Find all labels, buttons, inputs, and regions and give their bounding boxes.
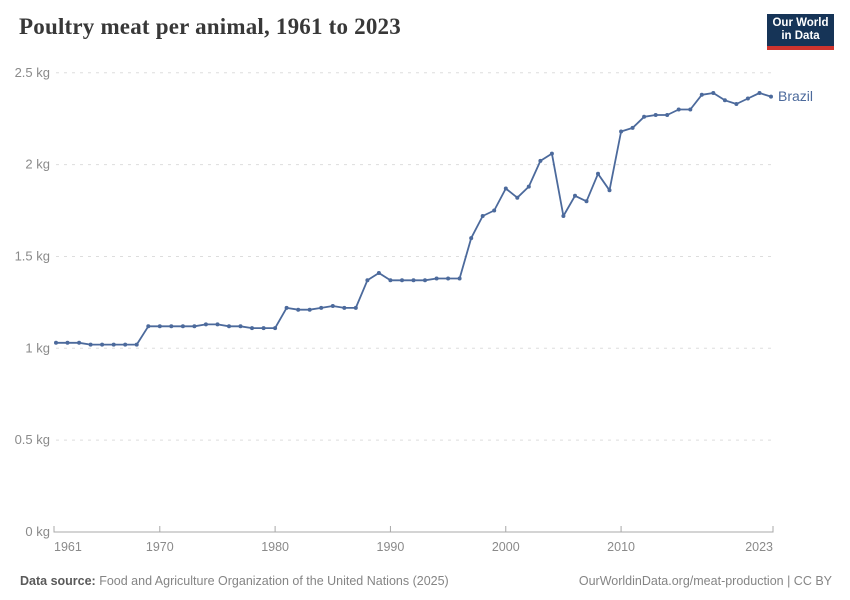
owid-logo-line2: in Data <box>781 30 820 42</box>
y-tick-label: 0 kg <box>25 524 50 539</box>
data-point <box>146 324 151 329</box>
data-point <box>734 102 739 106</box>
data-point <box>342 305 347 310</box>
credit-link[interactable]: OurWorldinData.org/meat-production | CC … <box>578 574 832 588</box>
data-point <box>65 340 70 345</box>
y-tick-label: 2.5 kg <box>15 65 50 80</box>
x-tick-label: 1970 <box>146 540 174 554</box>
y-tick-label: 0.5 kg <box>15 432 50 447</box>
data-point <box>665 113 670 117</box>
data-point <box>688 107 693 112</box>
data-source-label: Data source: <box>20 574 96 588</box>
data-point <box>480 214 485 218</box>
series-label: Brazil <box>778 88 813 104</box>
data-point <box>549 151 554 156</box>
data-point <box>134 342 139 347</box>
data-point <box>353 305 358 310</box>
y-tick-label: 1 kg <box>25 340 50 355</box>
data-point <box>400 278 404 283</box>
data-point <box>446 276 451 281</box>
data-point <box>515 195 520 200</box>
data-point <box>192 324 197 329</box>
x-tick-label: 1990 <box>377 540 405 554</box>
data-point <box>538 158 543 163</box>
data-point <box>215 322 220 327</box>
data-line <box>55 92 772 346</box>
y-tick-label: 2 kg <box>25 157 50 172</box>
data-point <box>596 171 600 176</box>
chart-footer: Data source: Food and Agriculture Organi… <box>20 574 832 588</box>
owid-logo-line1: Our World <box>772 17 829 29</box>
data-point <box>492 208 497 213</box>
x-tick-label: 2023 <box>745 540 773 554</box>
data-point <box>526 184 531 189</box>
data-point <box>711 91 716 95</box>
data-point <box>630 125 635 130</box>
data-point <box>284 305 289 310</box>
data-source: Data source: Food and Agriculture Organi… <box>20 574 449 588</box>
data-point <box>180 324 185 329</box>
data-point <box>296 307 301 312</box>
data-point <box>699 92 704 97</box>
data-point <box>642 114 647 119</box>
data-point <box>238 324 243 329</box>
x-axis <box>53 526 774 533</box>
data-point <box>54 340 58 345</box>
owid-logo: Our World in Data <box>767 14 834 50</box>
data-point <box>423 278 427 283</box>
data-point <box>100 342 105 347</box>
data-point <box>330 304 335 308</box>
data-point <box>88 342 93 347</box>
data-point <box>388 278 393 283</box>
line-chart: 0 kg 0.5 kg 1 kg 1.5 kg 2 kg 2.5 kg 1961 1970 19… <box>15 65 813 554</box>
data-point <box>77 340 82 345</box>
data-point <box>469 236 474 241</box>
chart-title: Poultry meat per animal, 1961 to 2023 <box>19 14 401 39</box>
data-point <box>676 107 681 112</box>
data-point <box>307 307 312 312</box>
data-point <box>653 113 658 117</box>
data-point <box>365 278 370 283</box>
data-point <box>757 91 762 95</box>
data-point <box>607 188 612 193</box>
data-point <box>745 96 750 101</box>
data-point <box>111 342 116 347</box>
data-point <box>434 276 439 281</box>
x-tick-label: 1961 <box>54 540 82 554</box>
x-tick-label: 2010 <box>607 540 635 554</box>
data-point <box>250 326 254 331</box>
data-point <box>123 342 128 347</box>
data-point <box>273 326 278 331</box>
data-point <box>573 193 577 198</box>
data-point <box>319 305 324 310</box>
data-point <box>261 326 266 331</box>
data-point <box>169 324 174 329</box>
data-source-text: Food and Agriculture Organization of the… <box>95 574 449 588</box>
data-point <box>411 278 416 283</box>
data-point <box>769 94 773 99</box>
x-tick-label: 1980 <box>261 540 289 554</box>
data-point <box>503 186 508 191</box>
data-point <box>561 214 566 218</box>
data-point <box>203 322 208 327</box>
data-point <box>457 276 462 281</box>
y-tick-label: 1.5 kg <box>15 248 50 263</box>
data-point <box>227 324 231 329</box>
data-point <box>722 98 727 103</box>
data-point <box>584 199 589 204</box>
data-point <box>376 271 381 275</box>
data-point <box>157 324 162 329</box>
data-point <box>619 129 624 134</box>
x-tick-label: 2000 <box>492 540 520 554</box>
